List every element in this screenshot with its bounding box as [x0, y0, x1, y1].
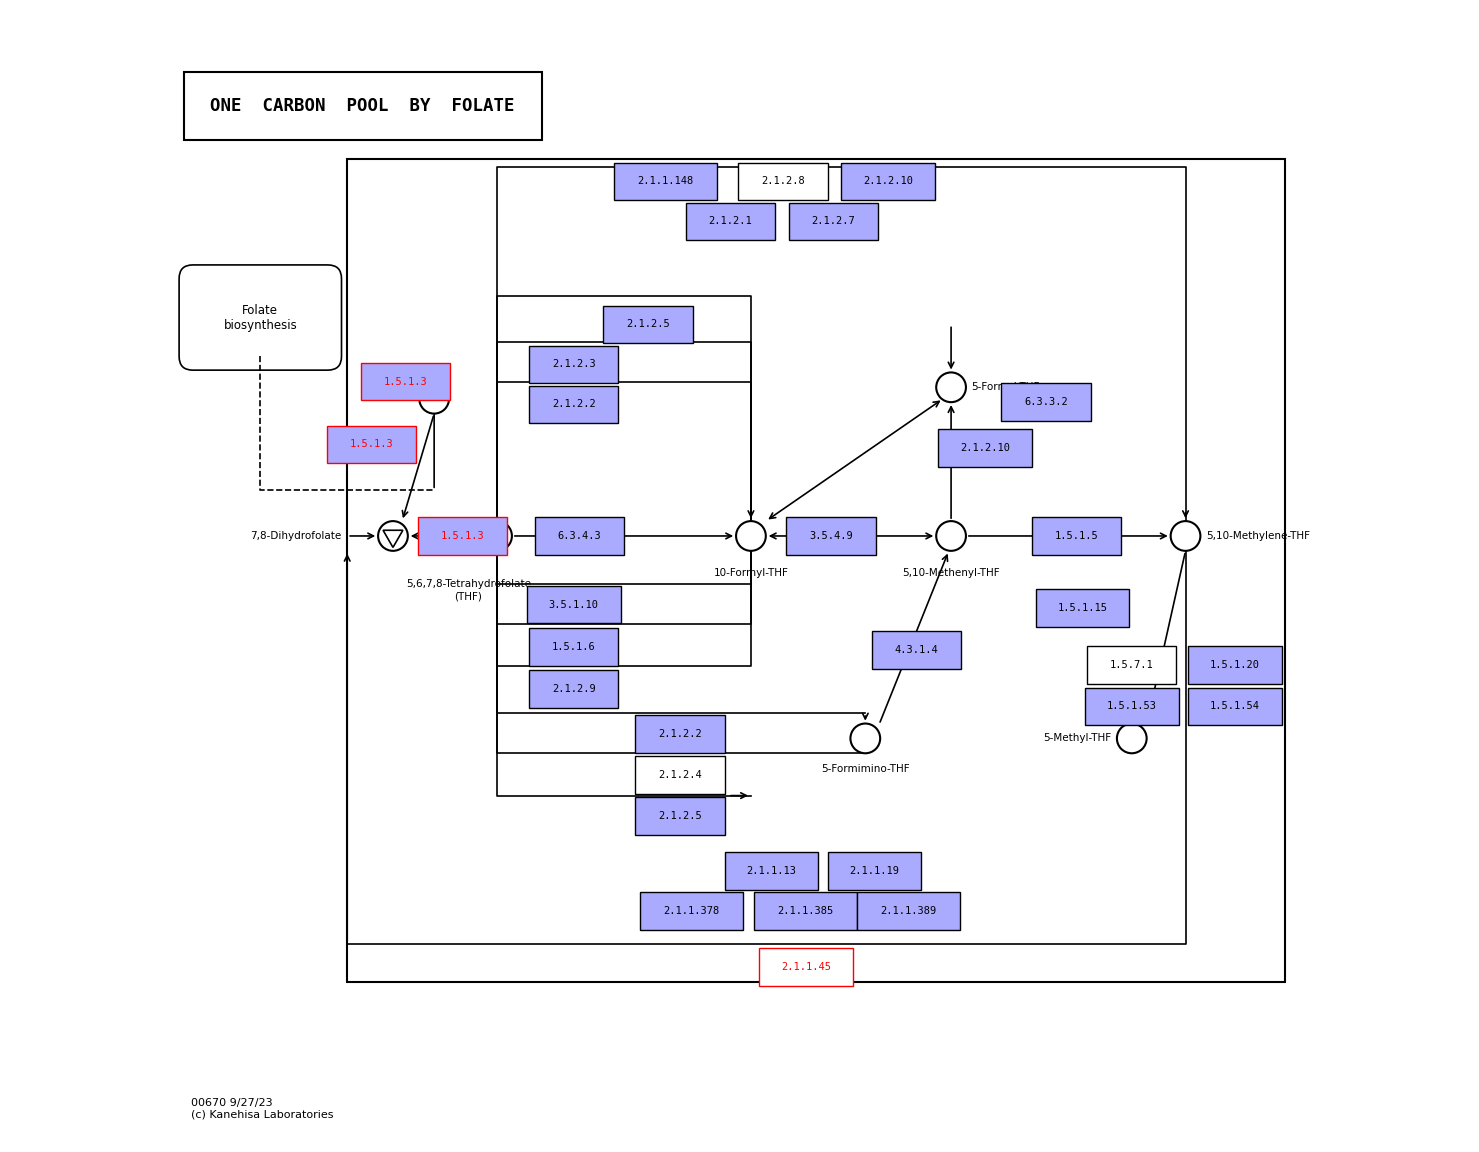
FancyBboxPatch shape	[738, 162, 828, 200]
Text: 2.1.2.10: 2.1.2.10	[864, 176, 913, 187]
Circle shape	[1171, 521, 1201, 551]
FancyBboxPatch shape	[725, 852, 818, 890]
Text: 2.1.1.385: 2.1.1.385	[778, 907, 834, 916]
FancyBboxPatch shape	[529, 386, 618, 423]
Text: 2.1.2.2: 2.1.2.2	[552, 400, 596, 409]
Text: 1.5.1.53: 1.5.1.53	[1106, 702, 1157, 712]
Text: 3.5.4.9: 3.5.4.9	[809, 531, 853, 541]
Text: 00670 9/27/23
(c) Kanehisa Laboratories: 00670 9/27/23 (c) Kanehisa Laboratories	[191, 1098, 333, 1120]
FancyBboxPatch shape	[1188, 688, 1282, 726]
FancyBboxPatch shape	[788, 203, 879, 241]
Text: 5,6,7,8-Tetrahydrofolate
(THF): 5,6,7,8-Tetrahydrofolate (THF)	[405, 579, 531, 601]
FancyBboxPatch shape	[939, 429, 1032, 467]
FancyBboxPatch shape	[686, 203, 775, 241]
Text: 5,10-Methylene-THF: 5,10-Methylene-THF	[1205, 531, 1310, 541]
Text: 2.1.1.19: 2.1.1.19	[849, 866, 899, 876]
FancyBboxPatch shape	[636, 715, 725, 752]
FancyBboxPatch shape	[636, 797, 725, 835]
FancyBboxPatch shape	[1086, 688, 1179, 726]
Text: 2.1.1.389: 2.1.1.389	[880, 907, 936, 916]
FancyBboxPatch shape	[1087, 646, 1176, 684]
Text: 1.5.1.6: 1.5.1.6	[552, 642, 596, 652]
Text: 2.1.2.10: 2.1.2.10	[960, 442, 1010, 453]
Text: 2.1.1.13: 2.1.1.13	[747, 866, 797, 876]
FancyBboxPatch shape	[1035, 589, 1130, 627]
Text: 2.1.2.1: 2.1.2.1	[708, 217, 753, 227]
Text: 2.1.2.3: 2.1.2.3	[552, 359, 596, 370]
Text: 2.1.2.9: 2.1.2.9	[552, 684, 596, 695]
Text: 10-Formyl-THF: 10-Formyl-THF	[713, 568, 788, 578]
Text: 2.1.2.2: 2.1.2.2	[658, 729, 703, 738]
Text: 1.5.1.54: 1.5.1.54	[1210, 702, 1260, 712]
Circle shape	[1117, 723, 1146, 753]
FancyBboxPatch shape	[828, 852, 921, 890]
FancyBboxPatch shape	[614, 162, 717, 200]
FancyBboxPatch shape	[603, 305, 692, 343]
Text: 1.5.1.3: 1.5.1.3	[441, 531, 485, 541]
Text: 1.5.1.5: 1.5.1.5	[1055, 531, 1099, 541]
Text: 1.5.1.3: 1.5.1.3	[349, 439, 393, 449]
Text: 2.1.1.45: 2.1.1.45	[781, 962, 831, 972]
Circle shape	[737, 521, 766, 551]
Circle shape	[936, 521, 966, 551]
Circle shape	[482, 521, 512, 551]
FancyBboxPatch shape	[640, 892, 742, 930]
FancyBboxPatch shape	[754, 892, 858, 930]
FancyBboxPatch shape	[858, 892, 960, 930]
Text: 2.1.1.378: 2.1.1.378	[664, 907, 720, 916]
Text: 1.5.7.1: 1.5.7.1	[1109, 660, 1154, 670]
Text: 6.3.4.3: 6.3.4.3	[558, 531, 602, 541]
Text: 3.5.1.10: 3.5.1.10	[549, 599, 599, 609]
Text: 5-Methyl-THF: 5-Methyl-THF	[1043, 734, 1111, 743]
Text: 5-Formimino-THF: 5-Formimino-THF	[821, 764, 910, 773]
Text: 2.1.2.4: 2.1.2.4	[658, 770, 703, 780]
Text: 7,8-Dihydrofolate: 7,8-Dihydrofolate	[250, 531, 342, 541]
Text: 1.5.1.3: 1.5.1.3	[383, 377, 427, 387]
FancyBboxPatch shape	[361, 363, 450, 401]
FancyBboxPatch shape	[1032, 517, 1121, 555]
Text: 5-Formyl-THF: 5-Formyl-THF	[972, 382, 1040, 393]
Text: 2.1.2.5: 2.1.2.5	[658, 811, 703, 821]
FancyBboxPatch shape	[842, 162, 935, 200]
Text: 2.1.2.8: 2.1.2.8	[762, 176, 805, 187]
FancyBboxPatch shape	[787, 517, 876, 555]
Text: 1.5.1.15: 1.5.1.15	[1057, 602, 1108, 613]
FancyBboxPatch shape	[1001, 384, 1090, 420]
FancyBboxPatch shape	[535, 517, 624, 555]
FancyBboxPatch shape	[529, 670, 618, 708]
Text: 2.1.2.7: 2.1.2.7	[812, 217, 855, 227]
Text: 4.3.1.4: 4.3.1.4	[895, 645, 939, 655]
FancyBboxPatch shape	[1188, 646, 1282, 684]
Text: 6.3.3.2: 6.3.3.2	[1023, 397, 1068, 407]
FancyBboxPatch shape	[527, 585, 621, 623]
Text: Folate
biosynthesis: Folate biosynthesis	[223, 303, 297, 332]
Circle shape	[850, 723, 880, 753]
Text: 1.5.1.20: 1.5.1.20	[1210, 660, 1260, 670]
FancyBboxPatch shape	[183, 71, 541, 141]
Text: 2.1.1.148: 2.1.1.148	[637, 176, 694, 187]
Text: 5,10-Methenyl-THF: 5,10-Methenyl-THF	[902, 568, 1000, 578]
FancyBboxPatch shape	[419, 517, 507, 555]
Text: 2.1.2.5: 2.1.2.5	[626, 319, 670, 329]
FancyBboxPatch shape	[873, 631, 961, 669]
FancyBboxPatch shape	[636, 756, 725, 794]
FancyBboxPatch shape	[529, 346, 618, 384]
Circle shape	[419, 384, 450, 414]
Text: Folate: Folate	[417, 369, 451, 378]
FancyBboxPatch shape	[759, 948, 853, 986]
Circle shape	[936, 372, 966, 402]
FancyBboxPatch shape	[529, 628, 618, 666]
FancyBboxPatch shape	[179, 265, 342, 370]
Text: ONE  CARBON  POOL  BY  FOLATE: ONE CARBON POOL BY FOLATE	[210, 97, 515, 115]
Circle shape	[379, 521, 408, 551]
FancyBboxPatch shape	[327, 425, 416, 463]
FancyBboxPatch shape	[348, 159, 1285, 982]
